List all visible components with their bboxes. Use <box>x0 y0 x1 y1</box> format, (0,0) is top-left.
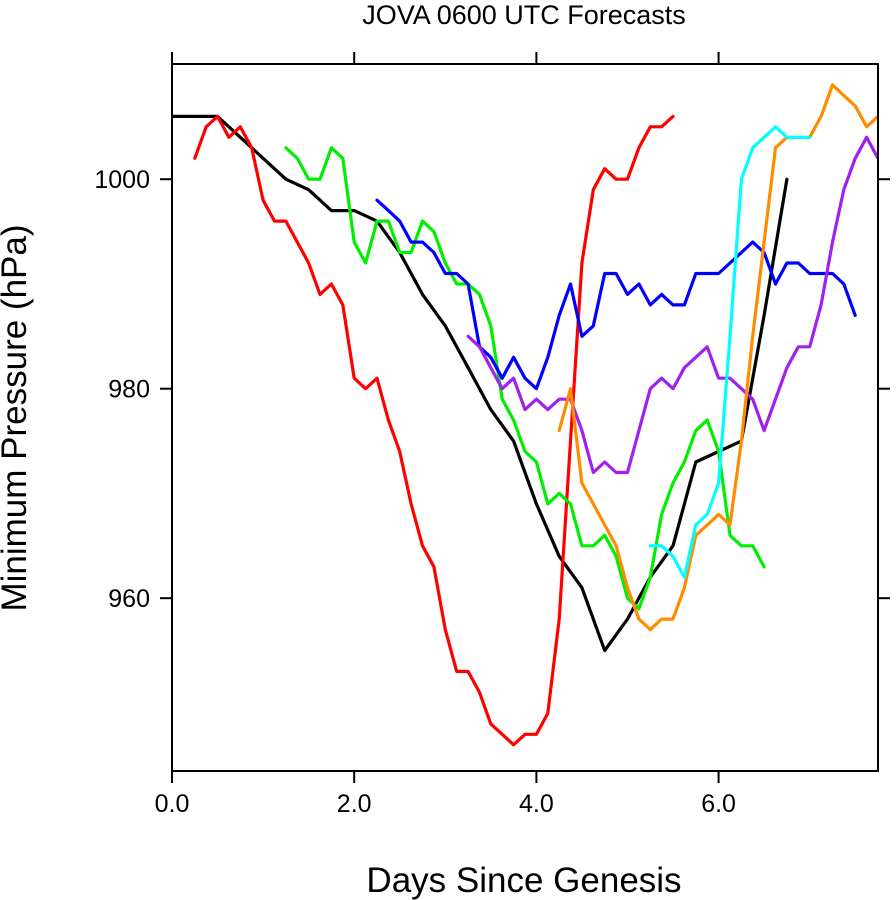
tick-layer: 0.0 2.0 4.0 6.0 960 980 1000 <box>94 52 890 818</box>
series-line-1 <box>172 114 789 653</box>
y-tick-label: 1000 <box>94 166 150 194</box>
plot-area <box>171 63 879 772</box>
x-tick-label: 0.0 <box>155 790 190 818</box>
series-line-5 <box>466 135 878 475</box>
series-line-7 <box>648 125 812 579</box>
y-axis-label: Minimum Pressure (hPa) <box>0 224 34 611</box>
chart-title: JOVA 0600 UTC Forecasts <box>362 0 686 30</box>
x-tick-label: 6.0 <box>701 790 736 818</box>
y-tick-label: 980 <box>108 376 150 404</box>
series-line-2 <box>193 114 675 747</box>
series-line-6 <box>557 83 878 632</box>
series-line-3 <box>284 146 766 611</box>
x-axis-label: Days Since Genesis <box>366 861 681 900</box>
x-tick-label: 4.0 <box>519 790 554 818</box>
series-line-4 <box>375 198 857 391</box>
y-tick-label: 960 <box>108 585 150 613</box>
series-layer <box>172 83 878 747</box>
x-tick-label: 2.0 <box>337 790 372 818</box>
plot-frame <box>171 63 879 772</box>
